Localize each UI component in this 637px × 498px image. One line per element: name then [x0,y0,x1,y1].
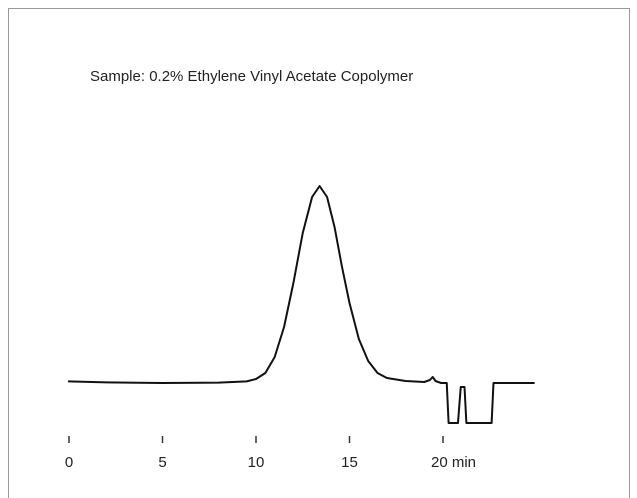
chromatogram-line [68,185,535,424]
x-tick-label: 20 min [431,454,476,471]
x-tick-label: 10 [248,454,265,471]
x-tick-label: 15 [341,454,358,471]
x-tick-label: 0 [65,454,73,471]
chart-title: Sample: 0.2% Ethylene Vinyl Acetate Copo… [90,68,413,85]
frame [8,8,630,498]
x-tick-label: 5 [158,454,166,471]
